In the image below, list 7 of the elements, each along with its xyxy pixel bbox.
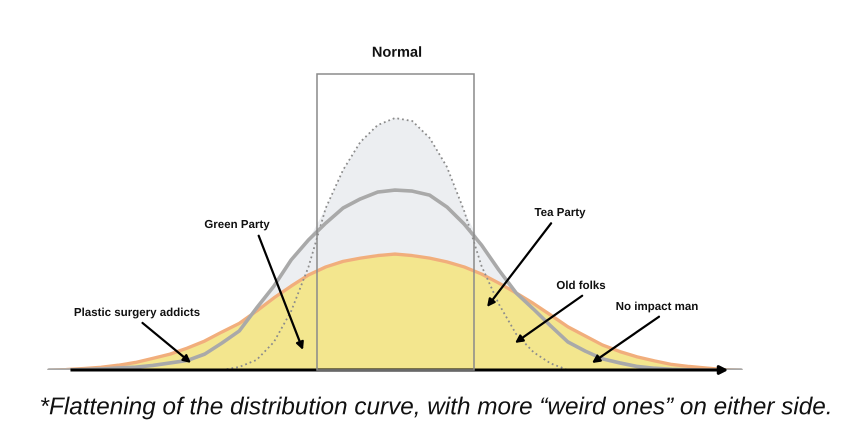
annotation: Tea Party (534, 208, 586, 218)
annotation: No impact man (616, 302, 698, 312)
text: *Flattening of the distribution curve, with more “weird ones” on either side. (40, 396, 830, 420)
annotation: Green Party (204, 220, 270, 230)
annotation: Plastic surgery addicts (74, 308, 200, 318)
text: Normal (372, 46, 422, 57)
annotation: Old folks (556, 280, 606, 290)
